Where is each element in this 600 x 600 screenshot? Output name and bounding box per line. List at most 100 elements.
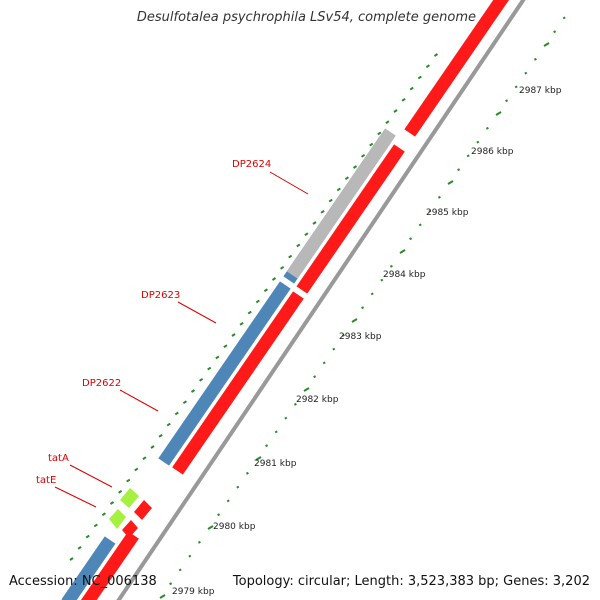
ruler-tick: [437, 195, 441, 199]
outer-tick: [344, 176, 349, 181]
outer-tick: [247, 310, 252, 315]
outer-tick: [231, 333, 236, 337]
ruler-tick: [197, 540, 201, 544]
gene-leader-line: [54, 486, 97, 508]
outer-tick: [304, 232, 309, 237]
ruler-label: 2981 kbp: [254, 459, 297, 469]
ruler-tick: [543, 42, 550, 47]
gene-label: DP2623: [141, 290, 180, 301]
gene-label: tatE: [36, 475, 56, 486]
ruler-tick: [514, 85, 518, 89]
outer-tick: [101, 512, 106, 517]
genome-backbone: [116, 0, 526, 600]
ruler-tick: [476, 140, 480, 144]
ruler-tick: [265, 444, 269, 448]
ruler-tick: [207, 525, 214, 530]
ruler-label: 2984 kbp: [383, 270, 426, 280]
outer-tick: [296, 243, 301, 248]
ruler-tick: [533, 57, 537, 61]
forward-small-gene: [134, 500, 152, 520]
outer-tick: [77, 545, 82, 550]
outer-tick: [158, 433, 163, 438]
ruler-tick: [399, 249, 406, 254]
ruler-tick: [245, 471, 249, 475]
ruler-tick: [274, 430, 278, 434]
ruler-label: 2987 kbp: [519, 86, 562, 96]
outer-tick: [377, 131, 382, 136]
ruler-label: 2986 kbp: [471, 147, 514, 157]
outer-tick: [312, 221, 317, 225]
ruler-tick: [332, 347, 336, 351]
outer-tick: [255, 299, 260, 304]
forward-gene: [80, 531, 139, 600]
ruler-tick: [380, 278, 384, 282]
ruler-tick: [226, 499, 230, 503]
ruler-tick: [293, 402, 297, 406]
outer-tick: [336, 187, 341, 192]
outer-tick: [109, 501, 115, 505]
ruler-tick: [178, 568, 182, 572]
ruler-tick: [553, 30, 557, 34]
outer-tick: [223, 344, 228, 349]
ruler-tick: [303, 387, 310, 392]
ruler-tick: [284, 416, 288, 420]
outer-tick: [134, 467, 139, 472]
outer-tick: [93, 523, 98, 528]
ruler-tick: [485, 126, 489, 130]
outer-tick: [85, 534, 90, 539]
ruler-tick: [562, 16, 566, 20]
outer-tick: [271, 277, 277, 281]
gene-leader-line: [69, 464, 113, 488]
ruler-tick: [236, 485, 240, 489]
outer-tick: [69, 557, 74, 561]
label-leaders: [54, 171, 309, 508]
ruler-tick: [255, 456, 262, 461]
ruler-tick: [159, 594, 166, 599]
topology-text: Topology: circular; Length: 3,523,383 bp…: [232, 574, 590, 589]
ruler-tick: [188, 554, 192, 558]
outer-tick: [118, 489, 123, 494]
ruler-tick: [361, 306, 365, 310]
ruler-tick: [457, 168, 461, 172]
ruler-tick: [351, 318, 358, 323]
gene-label: DP2624: [232, 159, 271, 170]
outer-tick: [190, 389, 196, 393]
gene-label: DP2622: [82, 378, 121, 389]
ruler-tick: [428, 209, 432, 213]
reverse-gene-grey: [286, 128, 396, 279]
ruler-tick: [322, 361, 326, 365]
outer-tick: [393, 109, 398, 113]
outer-tick: [288, 254, 293, 259]
outer-tick: [409, 86, 414, 91]
outer-tick: [361, 153, 366, 158]
ruler-tick: [418, 223, 422, 227]
outer-tick: [401, 97, 406, 102]
outer-tick: [433, 53, 439, 57]
outer-tick: [166, 422, 171, 427]
reverse-gene: [61, 536, 116, 600]
ruler-label: 2985 kbp: [426, 208, 469, 218]
forward-gene: [172, 291, 304, 475]
features-layer: [61, 0, 510, 600]
outer-tick: [280, 265, 285, 270]
tatA-gene: [120, 488, 139, 508]
ruler-tick: [313, 375, 317, 379]
outer-tick: [215, 355, 220, 360]
outer-tick: [126, 478, 131, 483]
ruler-tick: [447, 180, 454, 185]
outer-tick: [207, 366, 212, 371]
map-title: Desulfotalea psychrophila LSv54, complet…: [136, 10, 476, 25]
outer-tick: [239, 321, 244, 326]
ruler-tick: [169, 582, 173, 586]
outer-tick: [150, 445, 155, 449]
accession-text: Accession: NC_006138: [9, 574, 157, 589]
outer-tick: [182, 400, 187, 405]
ruler-label: 2983 kbp: [339, 332, 382, 342]
reverse-gene-dp2622: [158, 281, 291, 466]
ruler-tick: [409, 237, 413, 241]
ruler-tick: [466, 154, 470, 158]
ruler-ticks: [69, 16, 566, 599]
tatE-gene: [109, 509, 126, 529]
labels-layer: 2979 kbp 2980 kbp 2981 kbp 2982 kbp 2983 kbp…: [36, 86, 562, 597]
